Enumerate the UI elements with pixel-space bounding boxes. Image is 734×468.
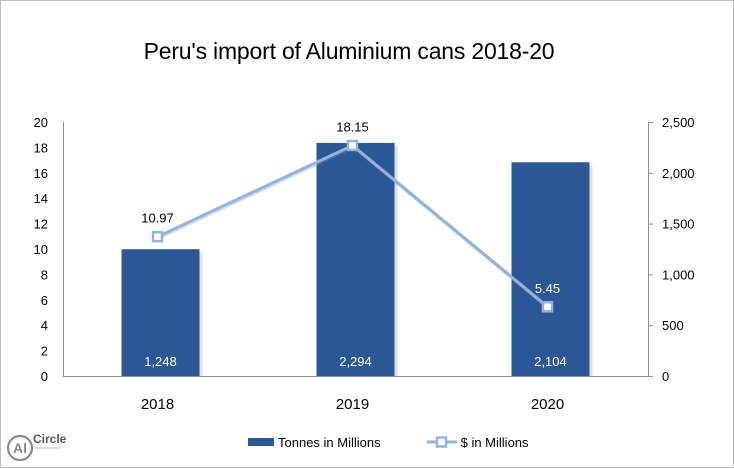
left-axis-tick-label: 12 bbox=[34, 217, 48, 232]
x-axis-label: 2019 bbox=[336, 396, 369, 413]
legend-line-label: $ in Millions bbox=[460, 434, 529, 450]
chart-title: Peru's import of Aluminium cans 2018-20 bbox=[0, 38, 734, 65]
legend-item-bar: Tonnes in Millions bbox=[248, 435, 381, 450]
left-axis-tick-label: 14 bbox=[34, 191, 48, 206]
left-axis-tick-label: 6 bbox=[41, 293, 48, 308]
alcircle-logo: Al Circle bbox=[6, 432, 67, 462]
legend-item-line: $ in Millions bbox=[426, 434, 529, 450]
right-axis-tick-label: 1,500 bbox=[662, 217, 695, 232]
right-axis-tick-label: 1,000 bbox=[662, 267, 695, 282]
legend: Tonnes in Millions $ in Millions bbox=[248, 432, 575, 452]
svg-text:Circle: Circle bbox=[33, 432, 67, 446]
left-axis-tick-label: 4 bbox=[41, 318, 48, 333]
bar-value-label: 2,104 bbox=[534, 354, 567, 369]
x-axis-label: 2020 bbox=[531, 396, 564, 413]
line-series: 10.97 18.15 5.45 bbox=[141, 119, 560, 313]
left-axis-tick-label: 10 bbox=[34, 242, 48, 257]
bar-2018 bbox=[121, 249, 200, 376]
svg-text:Al: Al bbox=[13, 440, 27, 456]
left-axis-tick-label: 0 bbox=[41, 369, 48, 384]
chart-title-text: Peru's import of Aluminium cans 2018-20 bbox=[143, 38, 555, 64]
left-axis-tick-label: 16 bbox=[34, 166, 48, 181]
line-marker-swatch-icon bbox=[426, 436, 457, 448]
bar-2019 bbox=[316, 142, 395, 376]
bar-swatch-icon bbox=[248, 438, 274, 446]
left-axis-tick-label: 2 bbox=[41, 344, 48, 359]
line-marker-square-icon bbox=[541, 301, 554, 313]
left-axis-tick-label: 8 bbox=[41, 267, 48, 282]
right-axis-tick-label: 2,500 bbox=[662, 115, 695, 130]
bar-value-label: 1,248 bbox=[144, 354, 177, 369]
right-axis-tick-label: 0 bbox=[662, 369, 669, 384]
right-axis-ticks: 0 500 1,000 1,500 2,000 2,500 bbox=[648, 115, 695, 384]
line-marker-square-icon bbox=[151, 230, 164, 243]
left-axis-tick-label: 18 bbox=[34, 140, 48, 155]
left-axis-tick-label: 20 bbox=[34, 115, 48, 130]
line-marker-square-icon bbox=[346, 139, 359, 152]
x-axis-label: 2018 bbox=[141, 396, 174, 413]
legend-bar-label: Tonnes in Millions bbox=[278, 434, 381, 450]
line-value-label: 5.45 bbox=[535, 281, 560, 296]
right-axis-tick-label: 500 bbox=[662, 318, 684, 333]
x-axis-labels: 2018 2019 2020 bbox=[141, 396, 564, 413]
bar-series: 1,248 2,294 2,104 bbox=[121, 142, 593, 376]
line-value-label: 10.97 bbox=[141, 211, 174, 226]
bar-2020 bbox=[511, 162, 590, 376]
right-axis-tick-label: 2,000 bbox=[662, 166, 695, 181]
bar-value-label: 2,294 bbox=[339, 354, 372, 369]
left-axis-ticks: 0 2 4 6 8 10 12 14 16 18 20 bbox=[34, 115, 48, 384]
line-value-label: 18.15 bbox=[336, 119, 369, 134]
